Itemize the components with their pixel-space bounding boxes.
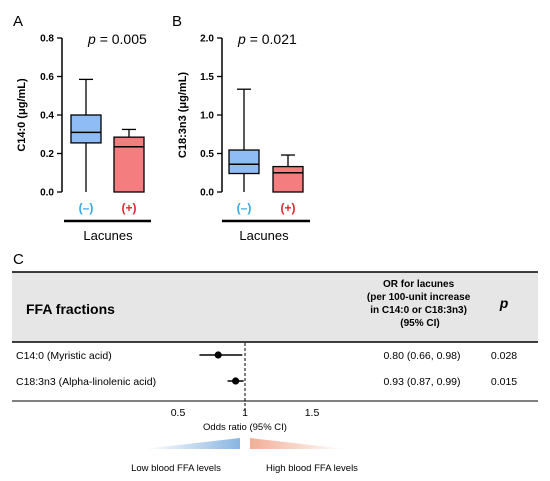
low-ffa-label: Low blood FFA levels (131, 463, 221, 474)
y-tick-label: 1.5 (200, 72, 214, 83)
panel-b-y-label: C18:3n3 (μg/mL) (177, 72, 189, 159)
y-tick-label: 2.0 (200, 34, 214, 45)
x-tick-label: 1 (242, 407, 248, 419)
category-label: (–) (237, 201, 252, 215)
y-tick-label: 0.6 (40, 72, 54, 83)
box (113, 136, 145, 193)
or-value: 0.93 (0.87, 0.99) (383, 376, 460, 388)
panel-a-plot: 0.0 0.2 0.4 0.6 0.8 (–) (+) (40, 34, 151, 223)
category-label: (–) (79, 201, 94, 215)
low-gradient-wedge (144, 438, 240, 449)
category-label: (+) (122, 201, 137, 215)
row-name: C14:0 (Myristic acid) (16, 350, 112, 362)
y-tick-label: 1.0 (200, 111, 214, 122)
y-tick-label: 0.0 (200, 188, 214, 199)
panel-a: A p = 0.005 C14:0 (μg/mL) 0.00.20.40.60.… (13, 13, 151, 243)
panel-b-letter: B (172, 13, 182, 30)
x-tick-label: 0.5 (171, 407, 186, 419)
y-tick-label: 0.0 (40, 188, 54, 199)
forest-plot: C14:0 (Myristic acid) 0.80 (0.66, 0.98) 0.… (16, 343, 517, 419)
x-tick-label: 1.5 (305, 407, 320, 419)
panel-a-y-label: C14:0 (μg/mL) (16, 78, 28, 152)
panel-b: B p = 0.021 C18:3n3 (μg/mL) 0.0 0.5 1.0 1.5… (172, 13, 310, 243)
forest-header-or: OR for lacunes (per 100-unit increase in… (367, 279, 473, 329)
forest-header-background (12, 272, 538, 342)
panel-a-letter: A (13, 13, 23, 30)
y-tick-label: 0.5 (200, 149, 214, 160)
row-name: C18:3n3 (Alpha-linolenic acid) (16, 376, 156, 388)
panel-a-p-value: p = 0.005 (87, 31, 147, 47)
y-tick-label: 0.8 (40, 34, 54, 45)
category-label: (+) (281, 201, 296, 215)
y-tick-label: 0.2 (40, 149, 54, 160)
panel-a-x-group-label: Lacunes (83, 228, 133, 243)
forest-header-p: p (499, 295, 509, 311)
or-point (214, 351, 222, 359)
y-tick-label: 0.4 (40, 111, 54, 122)
p-value: 0.028 (491, 350, 517, 362)
box (272, 165, 304, 193)
forest-header-fractions: FFA fractions (26, 301, 115, 317)
panel-c: C FFA fractions OR for lacunes (per 100-… (12, 251, 538, 474)
or-point (232, 377, 240, 385)
panel-b-plot: 0.0 0.5 1.0 1.5 2.0 (–) (+) (200, 34, 310, 223)
panel-c-letter: C (13, 251, 24, 268)
box (70, 114, 102, 144)
box (228, 149, 260, 175)
forest-x-label: Odds ratio (95% CI) (203, 422, 287, 433)
high-gradient-wedge (250, 438, 346, 449)
panel-b-p-value: p = 0.021 (237, 31, 297, 47)
or-value: 0.80 (0.66, 0.98) (383, 350, 460, 362)
p-value: 0.015 (491, 376, 517, 388)
high-ffa-label: High blood FFA levels (266, 463, 358, 474)
panel-b-x-group-label: Lacunes (239, 228, 289, 243)
